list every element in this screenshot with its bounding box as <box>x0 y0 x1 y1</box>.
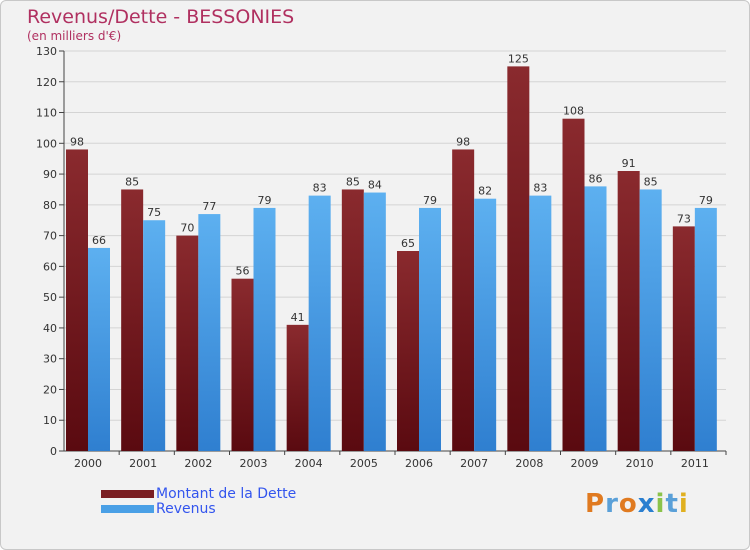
y-tick-label: 90 <box>43 168 57 181</box>
bar-dette <box>176 235 199 451</box>
logo-letter: o <box>618 489 638 519</box>
bar-dette <box>672 226 695 451</box>
y-tick-label: 60 <box>43 260 57 273</box>
logo-letter: x <box>637 489 656 519</box>
data-label-revenus: 86 <box>589 172 603 185</box>
data-label-dette: 56 <box>236 265 250 278</box>
legend-label-revenus: Revenus <box>156 501 216 517</box>
y-tick-label: 120 <box>36 76 57 89</box>
x-tick-label: 2003 <box>240 457 268 470</box>
logo-letter: P <box>585 489 606 519</box>
data-label-dette: 85 <box>346 175 360 188</box>
data-label-revenus: 83 <box>313 182 327 195</box>
logo-letter: i <box>678 489 689 519</box>
data-label-dette: 70 <box>180 222 194 235</box>
legend-label-dette: Montant de la Dette <box>156 486 297 502</box>
bar-revenus <box>529 195 552 451</box>
data-label-revenus: 75 <box>147 206 161 219</box>
x-tick-label: 2009 <box>571 457 599 470</box>
bar-dette <box>397 251 419 451</box>
logo-letter: r <box>605 489 619 519</box>
proxiti-logo: Proxiti <box>585 489 689 519</box>
y-tick-label: 100 <box>36 137 57 150</box>
data-label-dette: 98 <box>70 135 84 148</box>
data-label-dette: 41 <box>291 311 305 324</box>
y-tick-label: 130 <box>36 45 57 58</box>
data-label-revenus: 83 <box>533 182 547 195</box>
data-label-revenus: 79 <box>423 194 437 207</box>
bar-revenus <box>694 207 717 451</box>
bar-dette <box>562 118 585 451</box>
bar-dette <box>617 171 640 451</box>
bar-dette <box>341 189 364 451</box>
data-label-revenus: 66 <box>92 234 106 247</box>
bar-revenus <box>363 192 386 452</box>
x-tick-label: 2005 <box>350 457 378 470</box>
data-label-revenus: 77 <box>202 200 216 213</box>
x-tick-label: 2008 <box>515 457 543 470</box>
y-tick-label: 20 <box>43 383 57 396</box>
x-tick-label: 2010 <box>626 457 654 470</box>
bar-dette <box>121 189 144 451</box>
bar-dette <box>507 66 530 451</box>
chart-subtitle: (en milliers d'€) <box>27 29 122 43</box>
x-tick-label: 2004 <box>295 457 323 470</box>
data-label-revenus: 79 <box>258 194 272 207</box>
data-label-dette: 125 <box>508 52 529 65</box>
data-label-dette: 65 <box>401 237 415 250</box>
y-tick-label: 80 <box>43 199 57 212</box>
x-tick-label: 2007 <box>460 457 488 470</box>
data-label-dette: 85 <box>125 175 139 188</box>
data-label-dette: 73 <box>677 212 691 225</box>
bar-revenus <box>253 207 276 451</box>
bar-dette <box>286 324 309 451</box>
data-label-dette: 108 <box>563 105 584 118</box>
y-tick-label: 70 <box>43 230 57 243</box>
x-tick-label: 2000 <box>74 457 102 470</box>
bar-revenus <box>474 198 497 451</box>
y-tick-label: 30 <box>43 353 57 366</box>
data-label-dette: 98 <box>456 135 470 148</box>
bar-revenus <box>88 247 110 451</box>
bar-revenus <box>198 214 221 451</box>
y-tick-label: 110 <box>36 107 57 120</box>
bar-revenus <box>584 186 607 451</box>
bar-revenus <box>419 207 441 451</box>
bar-revenus <box>143 220 166 451</box>
legend-swatch-revenus <box>101 505 154 513</box>
bar-dette <box>231 278 254 451</box>
logo-letter: i <box>655 489 666 519</box>
logo-letter: t <box>665 489 679 519</box>
data-label-revenus: 79 <box>699 194 713 207</box>
bar-dette <box>66 149 88 451</box>
x-tick-label: 2001 <box>129 457 157 470</box>
bar-revenus <box>639 189 662 451</box>
y-tick-label: 0 <box>50 445 57 458</box>
y-tick-label: 50 <box>43 291 57 304</box>
data-label-revenus: 82 <box>478 185 492 198</box>
y-tick-label: 10 <box>43 414 57 427</box>
x-tick-label: 2011 <box>681 457 709 470</box>
plot-area <box>64 51 726 451</box>
x-tick-label: 2002 <box>184 457 212 470</box>
legend-swatch-dette <box>101 490 154 498</box>
bar-dette <box>452 149 475 451</box>
data-label-revenus: 85 <box>644 175 658 188</box>
bar-revenus <box>308 195 331 451</box>
data-label-dette: 91 <box>622 157 636 170</box>
chart-title: Revenus/Dette - BESSONIES <box>27 6 295 28</box>
y-tick-label: 40 <box>43 322 57 335</box>
data-label-revenus: 84 <box>368 179 382 192</box>
x-tick-label: 2006 <box>405 457 433 470</box>
